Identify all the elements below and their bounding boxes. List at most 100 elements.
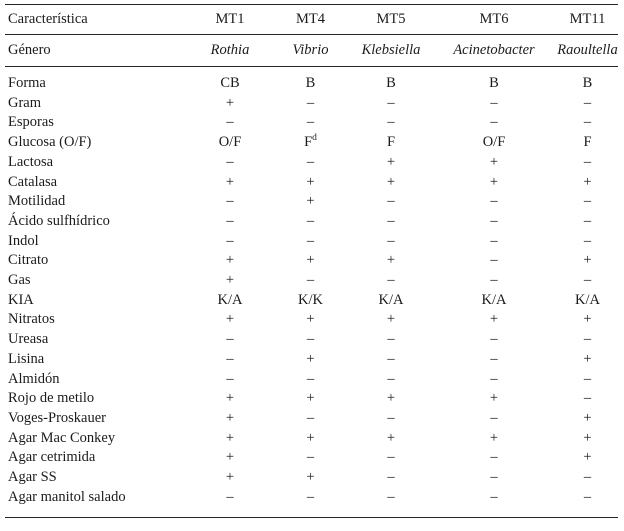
cell-value: –: [387, 331, 395, 348]
strain-characteristics-table: Característica MT1 MT4 MT5 MT6 MT11 Género Rot…: [5, 4, 618, 519]
cell-value: –: [490, 449, 498, 466]
cell-value: +: [306, 173, 315, 190]
cell-value: –: [306, 272, 315, 289]
row-label: Catalasa: [8, 173, 58, 190]
cell-value: +: [489, 173, 499, 190]
table-row: Catalasa + + + + +: [5, 173, 618, 193]
cell-value: –: [490, 350, 498, 367]
cell-value: –: [583, 114, 592, 131]
cell-value: –: [387, 114, 395, 131]
cell-value: K/A: [575, 291, 600, 308]
cell-value: –: [490, 232, 498, 249]
table-row: Motilidad – + – – –: [5, 192, 618, 212]
row-label: Lactosa: [8, 153, 54, 170]
cell-value: +: [386, 173, 396, 190]
table-row: Gram + – – – –: [5, 94, 618, 114]
cell-value: +: [306, 193, 315, 210]
cell-value: –: [306, 409, 315, 426]
row-label: Agar Mac Conkey: [8, 429, 116, 446]
cell-value: B: [386, 75, 396, 91]
cell-value: +: [225, 409, 235, 426]
row-label: Lisina: [8, 350, 45, 367]
row-label: Forma: [8, 75, 46, 91]
cell-value: –: [226, 350, 234, 367]
cell-value: +: [583, 429, 592, 446]
cell-value: –: [387, 232, 395, 249]
cell-value: –: [583, 94, 592, 111]
cell-value: O/F: [218, 134, 242, 151]
row-label: Glucosa (O/F): [8, 134, 92, 151]
cell-value: –: [490, 252, 498, 269]
cell-value: –: [306, 449, 315, 466]
row-label: Rojo de metilo: [8, 390, 95, 407]
genus-value: Vibrio: [270, 34, 351, 67]
cell-value: –: [387, 350, 395, 367]
row-label: Motilidad: [8, 193, 66, 210]
table-row: Agar cetrimida + – – – +: [5, 448, 618, 468]
cell-value: CB: [220, 75, 240, 91]
cell-value: F: [583, 134, 592, 151]
cell-value: +: [225, 94, 235, 111]
cell-value: –: [306, 232, 315, 249]
cell-value: B: [582, 75, 593, 91]
row-label: Agar cetrimida: [8, 449, 96, 466]
column-header-mt5: MT5: [351, 4, 431, 35]
table-row: Agar SS + + – – –: [5, 468, 618, 488]
table-row: Ácido sulfhídrico – – – – –: [5, 212, 618, 232]
cell-value: –: [387, 488, 395, 505]
row-label: Agar manitol salado: [8, 488, 126, 505]
table-row: Almidón – – – – –: [5, 370, 618, 390]
cell-value: –: [490, 488, 498, 505]
cell-value: –: [226, 370, 234, 387]
cell-value: –: [583, 370, 592, 387]
cell-value: –: [306, 212, 315, 229]
table-row: Agar manitol salado – – – – –: [5, 488, 618, 518]
cell-value: Fd: [304, 133, 317, 151]
cell-value: +: [225, 449, 235, 466]
cell-value: –: [583, 193, 592, 210]
table-row: Lisina – + – – +: [5, 350, 618, 370]
cell-value: K/K: [298, 291, 323, 308]
cell-value: +: [583, 409, 592, 426]
cell-value: B: [489, 75, 499, 91]
cell-value: –: [387, 212, 395, 229]
cell-value: K/A: [481, 291, 507, 308]
row-label: Indol: [8, 232, 39, 249]
cell-value: –: [583, 469, 592, 486]
column-header-caracteristica: Característica: [5, 4, 190, 35]
cell-value: –: [226, 193, 234, 210]
table-row: Indol – – – – –: [5, 232, 618, 252]
genus-value: Klebsiella: [351, 34, 431, 67]
cell-value: +: [306, 252, 315, 269]
row-label: KIA: [8, 291, 34, 308]
table-row: Agar Mac Conkey + + + + +: [5, 429, 618, 449]
cell-value: –: [226, 212, 234, 229]
cell-value: +: [306, 390, 315, 407]
table-row: KIA K/A K/K K/A K/A K/A: [5, 291, 618, 311]
superscript-note: d: [312, 133, 317, 144]
cell-value: –: [226, 488, 234, 505]
row-label: Almidón: [8, 370, 60, 387]
column-header-mt11: MT11: [557, 4, 618, 35]
cell-value: –: [583, 212, 592, 229]
row-label-genero: Género: [5, 34, 190, 67]
row-label: Ureasa: [8, 331, 49, 348]
cell-value: +: [489, 390, 499, 407]
cell-value: +: [306, 311, 315, 328]
cell-value: +: [306, 469, 315, 486]
column-header-mt6: MT6: [431, 4, 557, 35]
row-label: Agar SS: [8, 469, 57, 486]
cell-value: +: [583, 252, 592, 269]
column-header-mt1: MT1: [190, 4, 270, 35]
cell-value: +: [489, 311, 499, 328]
cell-value: +: [306, 429, 315, 446]
cell-value: –: [490, 469, 498, 486]
row-label: Gas: [8, 272, 31, 289]
cell-value: +: [583, 311, 592, 328]
cell-value: O/F: [482, 134, 506, 151]
genus-value: Raoultella: [557, 34, 618, 67]
row-label: Nitratos: [8, 311, 55, 328]
row-label: Esporas: [8, 114, 54, 131]
cell-value: –: [490, 193, 498, 210]
table-row: Citrato + + + – +: [5, 251, 618, 271]
